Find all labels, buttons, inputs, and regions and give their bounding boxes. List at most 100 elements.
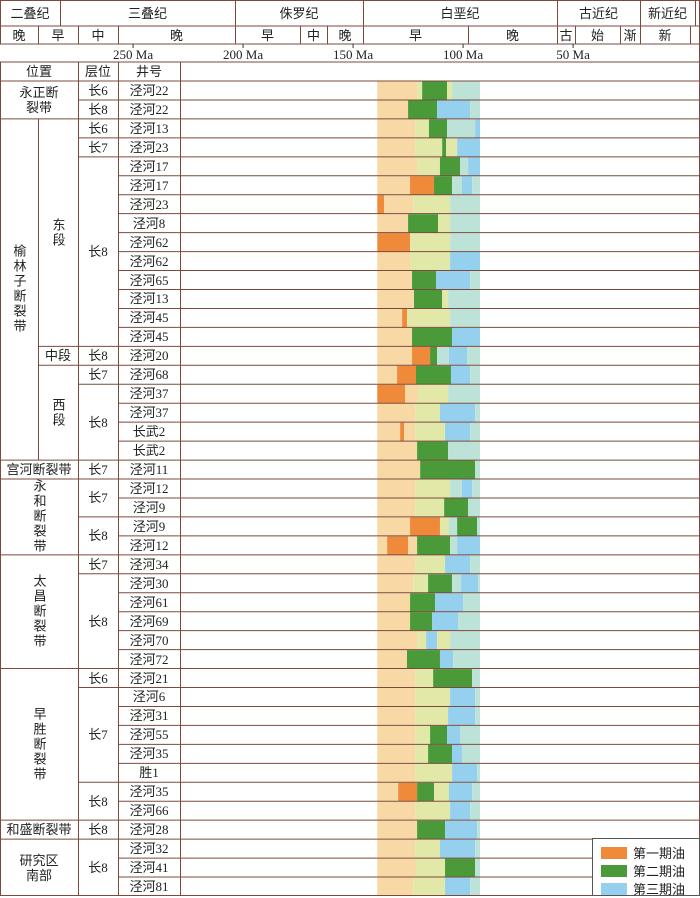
band <box>377 593 411 612</box>
band <box>426 631 438 650</box>
band <box>377 252 411 271</box>
legend-label: 第一期油 <box>633 846 686 861</box>
well-name: 泾河17 <box>129 177 169 193</box>
band <box>442 289 449 309</box>
well-name: 泾河17 <box>129 158 169 174</box>
well-name: 泾河55 <box>129 727 169 743</box>
well-name: 泾河69 <box>129 613 169 629</box>
band <box>450 365 471 385</box>
band <box>461 574 479 593</box>
band <box>377 763 416 783</box>
band <box>415 763 453 783</box>
band <box>475 688 481 707</box>
band <box>437 346 449 366</box>
band <box>410 176 435 195</box>
band <box>377 195 385 214</box>
band <box>413 574 429 593</box>
well-name: 长武2 <box>132 443 166 459</box>
well-name: 泾河45 <box>129 329 169 345</box>
band <box>415 669 434 688</box>
band <box>439 157 460 176</box>
band <box>377 688 416 707</box>
band <box>439 403 476 423</box>
layer: 长8 <box>88 793 108 809</box>
band <box>417 157 440 176</box>
band <box>470 877 481 896</box>
column-header: 井号 <box>135 64 162 79</box>
well-name: 泾河23 <box>129 196 169 212</box>
band <box>439 650 454 669</box>
column-header: 层位 <box>84 64 111 79</box>
band <box>377 839 416 859</box>
section: 中段 <box>44 348 71 364</box>
x-tick-label: 150 Ma <box>333 46 374 62</box>
well-name: 泾河23 <box>129 139 169 155</box>
location: 宫河断裂带 <box>6 462 72 478</box>
band <box>442 138 447 157</box>
epoch: 渐 <box>623 27 637 43</box>
well-name: 泾河28 <box>129 822 169 838</box>
band <box>445 858 476 878</box>
band <box>459 725 481 745</box>
band <box>404 384 418 404</box>
band <box>458 612 481 631</box>
well-name: 泾河68 <box>129 367 169 383</box>
well-name: 泾河30 <box>129 575 169 591</box>
band <box>430 346 438 366</box>
band <box>413 195 451 214</box>
band <box>377 271 413 290</box>
band <box>377 441 418 461</box>
band <box>447 81 453 100</box>
band <box>377 631 418 650</box>
epoch: 晚 <box>505 27 519 43</box>
band <box>477 820 481 840</box>
band <box>377 536 388 555</box>
band <box>417 820 446 840</box>
epoch: 晚 <box>169 27 183 43</box>
period: 三叠纪 <box>127 5 167 21</box>
band <box>415 138 443 157</box>
band <box>475 460 481 480</box>
well-name: 泾河62 <box>129 253 169 269</box>
band <box>384 195 414 214</box>
band <box>417 81 423 100</box>
band <box>415 801 451 821</box>
band <box>457 138 481 157</box>
well-name: 泾河21 <box>129 670 169 686</box>
legend-label: 第三期油 <box>633 882 686 897</box>
band <box>402 308 407 328</box>
well-name: 泾河62 <box>129 234 169 250</box>
band <box>417 631 427 650</box>
well-name: 泾河12 <box>129 480 169 496</box>
band <box>377 555 416 574</box>
band <box>448 782 473 802</box>
epoch: 古 <box>559 27 573 43</box>
legend: 第一期油 第二期油 第三期油 <box>592 838 700 897</box>
band <box>417 782 435 802</box>
band <box>377 460 421 480</box>
band <box>450 308 481 328</box>
band <box>417 536 451 555</box>
band <box>470 422 481 442</box>
well-name: 泾河72 <box>129 651 169 667</box>
band <box>447 119 476 138</box>
epoch: 始 <box>590 27 604 43</box>
band <box>475 839 481 859</box>
layer: 长7 <box>88 727 108 743</box>
layer: 长8 <box>88 101 108 117</box>
band <box>444 498 469 517</box>
band <box>445 555 471 574</box>
band <box>432 612 459 631</box>
layer: 长7 <box>88 367 108 383</box>
well-name: 泾河9 <box>132 518 166 534</box>
band <box>475 403 481 423</box>
well-name: 泾河22 <box>129 82 169 98</box>
band <box>377 138 416 157</box>
band <box>450 233 481 252</box>
band <box>412 346 431 366</box>
period: 侏罗纪 <box>279 5 319 21</box>
band <box>377 877 414 896</box>
location: 永正断裂带 <box>19 84 59 115</box>
layer: 长7 <box>88 490 108 506</box>
band <box>387 536 409 555</box>
